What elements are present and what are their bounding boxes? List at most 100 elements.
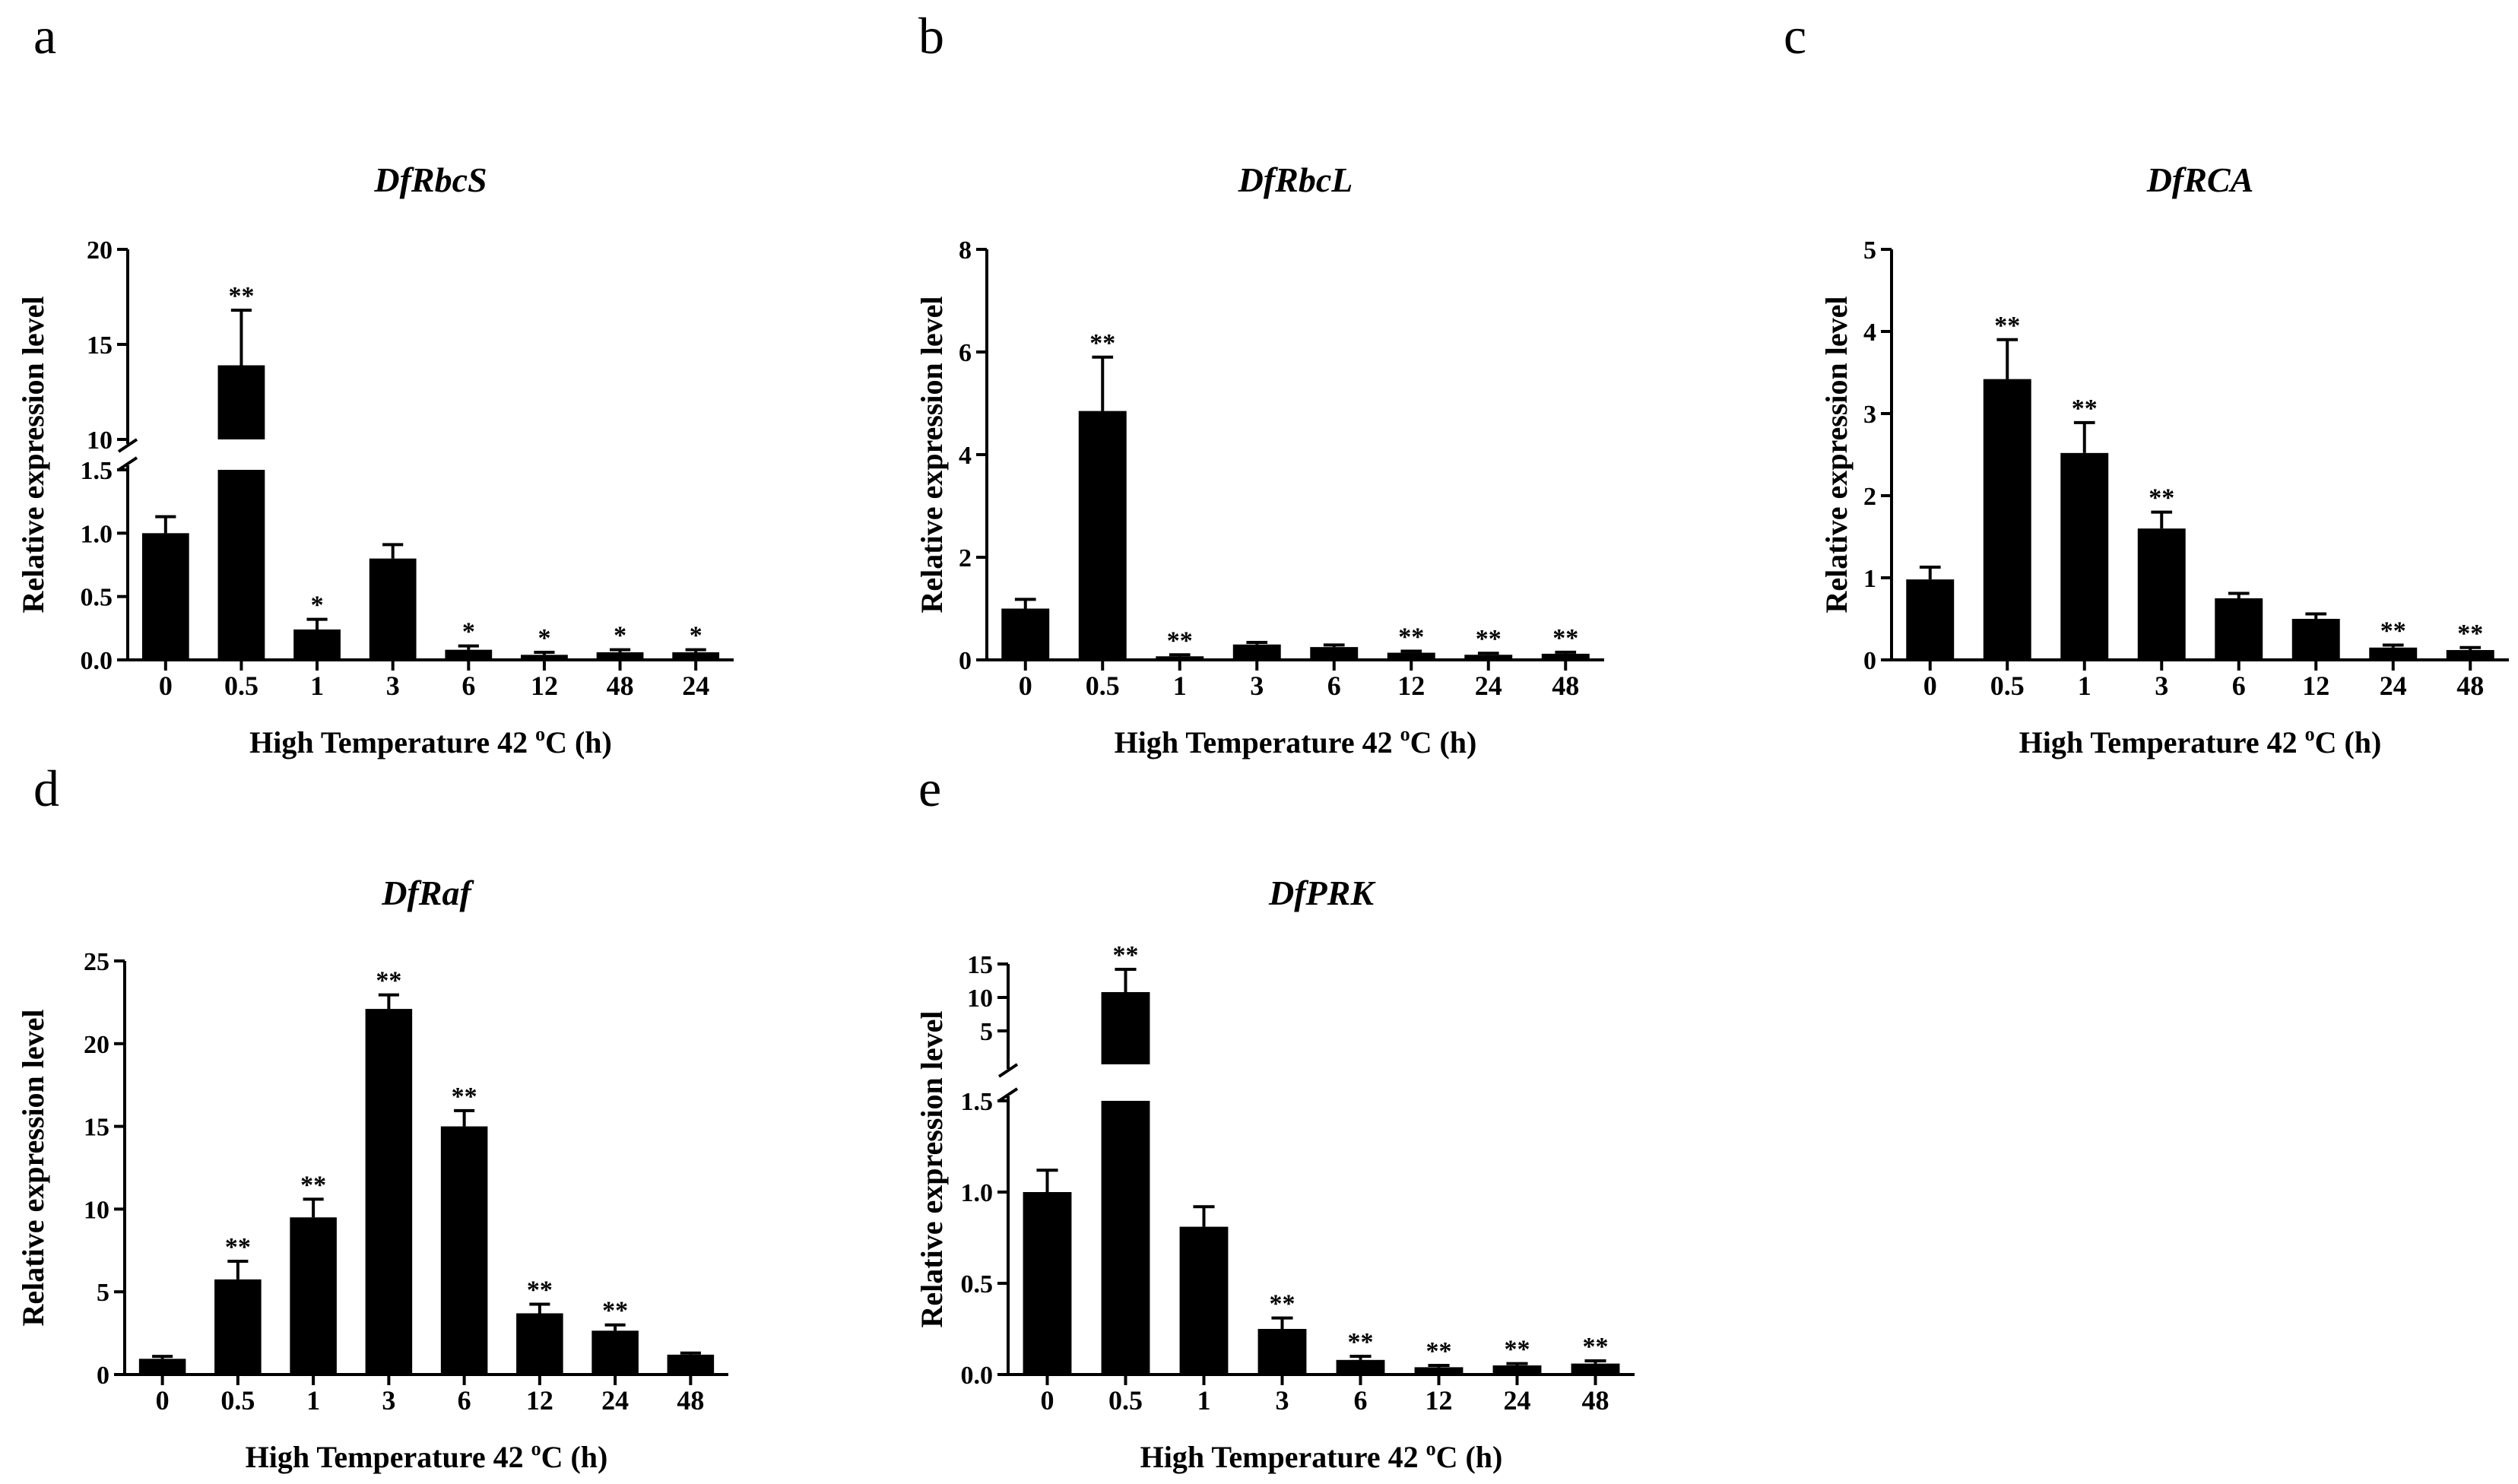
x-tick-label: 3 xyxy=(1276,1385,1289,1416)
significance-label: ** xyxy=(527,1276,553,1305)
x-tick-label: 12 xyxy=(1425,1385,1453,1416)
bar-upper-segment xyxy=(1101,991,1150,1064)
axis-break-mark xyxy=(997,1087,1019,1102)
x-tick-label: 48 xyxy=(2456,671,2484,701)
panel-letter: b xyxy=(918,7,944,65)
x-tick-label: 1 xyxy=(2078,671,2091,701)
bar xyxy=(217,470,265,660)
significance-label: * xyxy=(462,618,475,646)
x-tick-label: 48 xyxy=(1552,671,1579,701)
bar xyxy=(1571,1363,1620,1375)
significance-label: ** xyxy=(1994,312,2020,340)
significance-label: ** xyxy=(452,1083,477,1111)
significance-label: ** xyxy=(2072,395,2098,423)
x-tick-label: 3 xyxy=(386,671,400,701)
x-axis-label-suffix: C (h) xyxy=(541,1440,608,1474)
bar xyxy=(521,655,568,660)
y-tick-label: 20 xyxy=(84,1031,109,1059)
x-tick-label: 24 xyxy=(601,1385,629,1416)
bar xyxy=(445,649,493,660)
significance-label: * xyxy=(690,622,702,650)
y-axis-label: Relative expression level xyxy=(915,296,949,614)
y-tick-label: 15 xyxy=(967,951,993,979)
bar xyxy=(2369,647,2418,660)
y-tick-label: 2 xyxy=(1863,483,1876,511)
significance-label: ** xyxy=(2457,620,2483,648)
chart-panel-a: a DfRbcS Relative expression level 0.0 0.5 1.… xyxy=(16,7,734,759)
x-tick-label: 12 xyxy=(526,1385,553,1416)
x-axis-label-suffix: C (h) xyxy=(545,725,612,759)
bar xyxy=(672,652,720,660)
bar xyxy=(2137,528,2186,660)
y-tick-label: 20 xyxy=(87,236,113,265)
x-tick-label: 24 xyxy=(682,671,709,701)
x-tick-label: 1 xyxy=(310,671,324,701)
significance-label: * xyxy=(538,624,550,652)
axis-break-mark xyxy=(117,438,138,453)
y-axis-label: Relative expression level xyxy=(1819,296,1854,614)
y-axis-label: Relative expression level xyxy=(16,296,50,614)
x-tick-label: 3 xyxy=(2155,671,2168,701)
y-tick-label: 4 xyxy=(1863,319,1876,347)
x-tick-label: 6 xyxy=(458,1385,471,1416)
bar-upper-segment xyxy=(217,365,265,439)
x-axis-label-prefix: High Temperature 42 xyxy=(249,725,535,759)
y-tick-label: 1 xyxy=(1863,565,1876,593)
chart-title: DfRbcS xyxy=(373,160,487,199)
bar xyxy=(2215,598,2263,660)
x-tick-label: 1 xyxy=(306,1385,320,1416)
y-tick-label: 0.0 xyxy=(961,1362,994,1390)
y-tick-label: 0.5 xyxy=(81,584,113,612)
bar xyxy=(369,558,417,660)
bar xyxy=(1541,653,1590,660)
y-axis-label: Relative expression level xyxy=(915,1011,949,1328)
bar xyxy=(1387,652,1435,660)
y-tick-label: 0 xyxy=(1863,647,1876,675)
y-tick-label: 10 xyxy=(87,426,113,455)
bar xyxy=(1492,1365,1542,1375)
significance-label: * xyxy=(311,591,324,620)
y-tick-label: 0.0 xyxy=(81,647,113,675)
bar xyxy=(440,1126,488,1375)
bar xyxy=(1156,656,1204,660)
x-axis-label: High Temperature 42 oC (h) xyxy=(1115,723,1477,759)
x-axis-label-prefix: High Temperature 42 xyxy=(1115,725,1400,759)
y-tick-label: 5 xyxy=(980,1018,993,1046)
x-axis-label: High Temperature 42 oC (h) xyxy=(249,723,612,759)
bar xyxy=(1101,1101,1150,1375)
x-tick-label: 12 xyxy=(2302,671,2329,701)
x-tick-label: 0.5 xyxy=(224,671,258,701)
significance-label: ** xyxy=(1583,1333,1609,1361)
y-axis-label: Relative expression level xyxy=(16,1010,50,1327)
x-tick-label: 0.5 xyxy=(1108,1385,1143,1416)
panel-letter: c xyxy=(1784,7,1806,65)
chart-title: DfRbcL xyxy=(1238,160,1353,199)
y-tick-label: 1.5 xyxy=(81,457,113,485)
y-tick-label: 10 xyxy=(967,985,993,1013)
bar xyxy=(1336,1359,1385,1375)
x-tick-label: 3 xyxy=(382,1385,395,1416)
x-tick-label: 0 xyxy=(1923,671,1937,701)
x-axis-label-sup: o xyxy=(535,723,545,745)
x-tick-label: 12 xyxy=(531,671,558,701)
bar xyxy=(2291,619,2340,660)
significance-label: ** xyxy=(1113,941,1139,969)
x-tick-label: 48 xyxy=(1582,1385,1609,1416)
bar xyxy=(1232,644,1281,660)
bar xyxy=(141,533,189,660)
chart-panel-e: e DfPRK Relative expression level 0.0 0.5 1.0… xyxy=(915,759,1635,1474)
significance-label: ** xyxy=(228,282,254,310)
bar xyxy=(138,1359,186,1375)
x-axis-label-suffix: C (h) xyxy=(1436,1440,1503,1474)
significance-label: ** xyxy=(1398,623,1424,652)
bar xyxy=(516,1313,563,1375)
bar xyxy=(667,1354,715,1375)
chart-title: DfRCA xyxy=(2146,160,2254,199)
y-tick-label: 6 xyxy=(959,339,972,367)
y-tick-label: 0 xyxy=(959,647,972,675)
x-tick-label: 24 xyxy=(1475,671,1502,701)
x-tick-label: 3 xyxy=(1250,671,1264,701)
